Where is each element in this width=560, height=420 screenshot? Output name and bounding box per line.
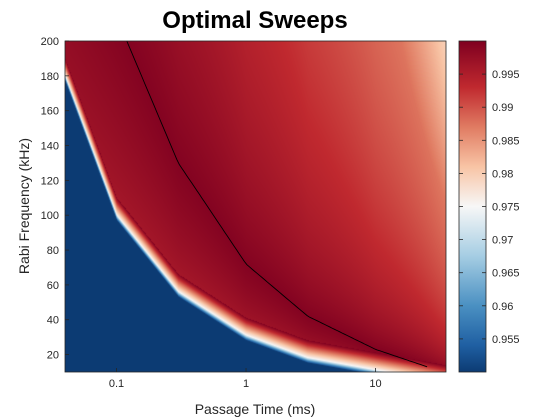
y-tick-label: 160 xyxy=(41,106,59,118)
colorbar-tick-label: 0.99 xyxy=(492,102,513,114)
colorbar-tick-label: 0.96 xyxy=(492,301,513,313)
y-tick-label: 120 xyxy=(41,175,59,187)
plot-frame xyxy=(64,40,447,373)
y-tick-label: 200 xyxy=(41,36,59,48)
colorbar-ticks: 0.955 0.96 0.965 0.97 0.975 0.98 0.985 0.99 0.99… xyxy=(459,69,520,346)
colorbar-tick-label: 0.98 xyxy=(492,168,513,180)
colorbar-tick-label: 0.955 xyxy=(492,334,520,346)
colorbar-tick-label: 0.965 xyxy=(492,268,520,280)
chart-title: Optimal Sweeps xyxy=(162,7,347,34)
colorbar-tick-label: 0.995 xyxy=(492,69,520,81)
colorbar: 0.955 0.96 0.965 0.97 0.975 0.98 0.985 0.99 0.99… xyxy=(458,40,520,373)
colorbar-scale xyxy=(458,40,487,373)
colorbar-tick-label: 0.975 xyxy=(492,202,520,214)
x-tick-label: 10 xyxy=(369,378,381,390)
y-axis: 20 40 60 80 100 120 140 160 180 200 xyxy=(41,36,69,362)
y-tick-label: 20 xyxy=(47,350,59,362)
optimal-sweep-curve xyxy=(126,40,428,368)
plot-area xyxy=(64,40,447,373)
y-axis-label: Rabi Frequency (kHz) xyxy=(16,138,32,274)
y-tick-label: 100 xyxy=(41,210,59,222)
x-axis-label: Passage Time (ms) xyxy=(195,401,316,417)
colorbar-tick-label: 0.985 xyxy=(492,135,520,147)
y-tick-label: 80 xyxy=(47,245,59,257)
x-tick-label: 1 xyxy=(243,378,249,390)
x-tick-label: 0.1 xyxy=(109,378,124,390)
y-tick-label: 140 xyxy=(41,141,59,153)
heatmap-image xyxy=(65,41,446,372)
y-tick-label: 180 xyxy=(41,71,59,83)
y-tick-label: 40 xyxy=(47,315,59,327)
y-tick-label: 60 xyxy=(47,280,59,292)
colorbar-tick-label: 0.97 xyxy=(492,235,513,247)
x-axis: 0.1 1 10 xyxy=(109,368,382,390)
